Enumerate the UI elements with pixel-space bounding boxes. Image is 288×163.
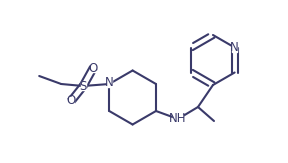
Text: N: N <box>230 41 239 54</box>
Bar <box>91 64 96 72</box>
Text: O: O <box>89 61 98 74</box>
Bar <box>107 79 111 87</box>
Text: O: O <box>67 95 76 108</box>
Text: NH: NH <box>169 112 187 126</box>
Bar <box>81 82 86 90</box>
Text: S: S <box>79 80 87 92</box>
Bar <box>173 115 183 123</box>
Text: N: N <box>105 76 113 89</box>
Bar <box>69 97 73 105</box>
Bar <box>232 43 237 52</box>
